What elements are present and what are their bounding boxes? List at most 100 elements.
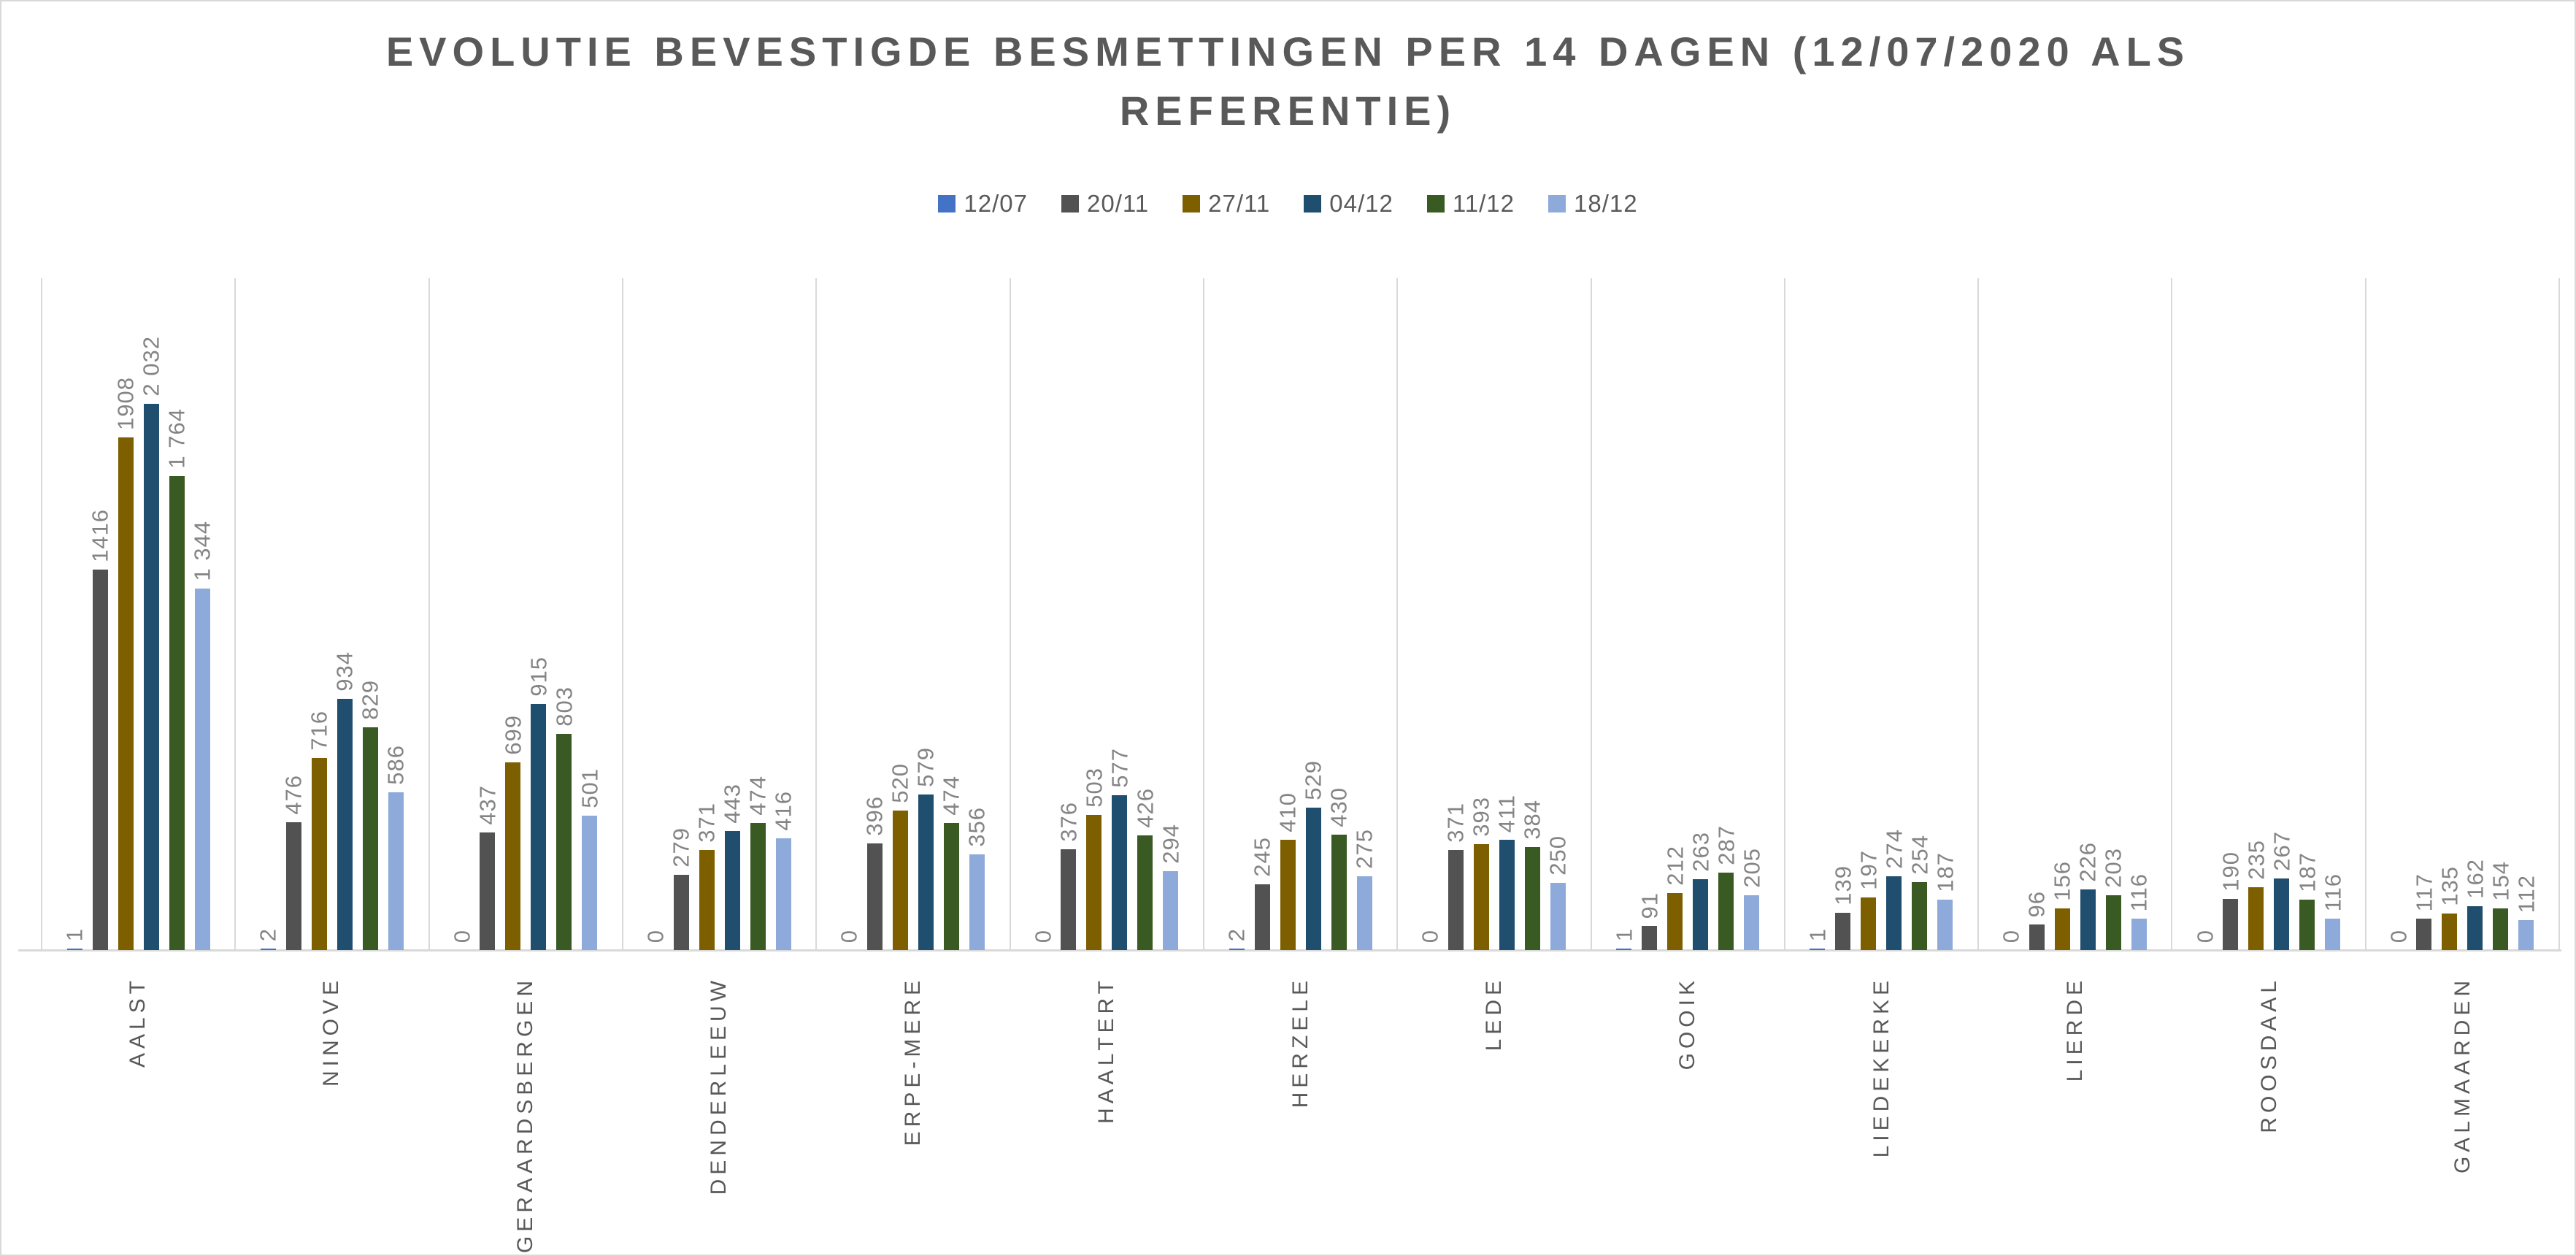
category-label-ninove: NINOVE	[319, 976, 344, 1087]
bar-fill	[2299, 900, 2315, 950]
category-axis: AALST NINOVE GERAARDSBERGEN DENDERLEEUW ERPE…	[41, 976, 2560, 1253]
bar-value-label: 226	[2075, 842, 2101, 882]
category-group-herzele: 2 245 410 529 430 275	[1202, 278, 1396, 950]
bar-value-label: 156	[2049, 861, 2075, 901]
bar-fill	[1163, 871, 1179, 950]
category-label-roosdaal: ROOSDAAL	[2256, 976, 2281, 1133]
bars-row: 0 96 156 226 203 116	[1979, 842, 2171, 950]
bar-04-12-herzele: 529	[1301, 760, 1326, 950]
bars-row: 0 376 503 577 426 294	[1011, 748, 1203, 950]
category-group-geraardsbergen: 0 437 699 915 803 501	[428, 278, 622, 950]
bar-value-label: 443	[719, 784, 745, 824]
bar-value-label: 356	[964, 807, 990, 847]
bar-value-label: 0	[449, 929, 475, 943]
bar-fill	[260, 949, 276, 950]
bar-value-label: 476	[280, 775, 307, 815]
chart-title: EVOLUTIE BEVESTIGDE BESMETTINGEN PER 14 …	[157, 22, 2420, 140]
bar-fill	[866, 843, 883, 950]
category-cell: LIEDEKERKE	[1785, 976, 1978, 1157]
bar-27-11-lede: 393	[1469, 797, 1494, 950]
category-cell: GALMAARDEN	[2367, 976, 2560, 1173]
bar-11-12-lierde: 203	[2101, 848, 2126, 950]
bar-11-12-geraardsbergen: 803	[551, 686, 577, 950]
bar-18-12-lierde: 116	[2126, 873, 2152, 950]
category-label-gooik: GOOIK	[1675, 976, 1700, 1071]
bar-value-label: 117	[2411, 873, 2437, 911]
bar-value-label: 274	[1881, 829, 1907, 869]
bar-fill	[2223, 899, 2239, 950]
bars-row: 0 371 393 411 384 250	[1398, 794, 1590, 950]
bars-row: 1 139 197 274 254 187	[1785, 829, 1977, 950]
category-cell: ROOSDAAL	[2172, 976, 2366, 1133]
bar-value-label: 2	[1223, 927, 1250, 941]
bar-fill	[194, 589, 210, 950]
bar-value-label: 2	[255, 927, 281, 941]
bar-value-label: 250	[1545, 835, 1571, 876]
plot-area: 1 1416 1908 2 032 1 764 1 344 2 476 716 934 829 586…	[41, 278, 2561, 950]
bar-11-12-ninove: 829	[358, 680, 383, 950]
bar-fill	[1086, 815, 1102, 950]
bar-fill	[943, 823, 959, 950]
bar-value-label: 410	[1274, 792, 1301, 832]
bar-value-label: 0	[1030, 929, 1056, 943]
bar-value-label: 474	[745, 776, 771, 816]
bar-fill	[1642, 926, 1658, 950]
bar-27-11-liedekerke: 197	[1856, 850, 1881, 950]
bars-row: 0 437 699 915 803 501	[430, 656, 622, 950]
bar-27-11-erpe-mere: 520	[888, 763, 913, 950]
bar-value-label: 245	[1249, 837, 1275, 877]
bar-fill	[480, 832, 496, 950]
bar-fill	[505, 762, 521, 950]
category-group-ninove: 2 476 716 934 829 586	[234, 278, 428, 950]
bar-value-label: 829	[357, 680, 383, 720]
bar-04-12-aalst: 2 032	[139, 336, 164, 950]
bar-fill	[311, 758, 327, 950]
bar-11-12-herzele: 430	[1326, 787, 1352, 950]
bar-fill	[285, 822, 301, 950]
bar-value-label: 376	[1056, 802, 1082, 842]
bar-fill	[1937, 900, 1953, 950]
bar-fill	[2105, 895, 2121, 950]
bar-value-label: 0	[836, 929, 862, 943]
bar-value-label: 279	[668, 827, 694, 868]
bar-value-label: 426	[1132, 788, 1158, 828]
bar-fill	[1667, 893, 1683, 950]
bar-value-label: 437	[474, 785, 501, 825]
category-cell: HERZELE	[1204, 976, 1397, 1108]
bar-20-11-haaltert: 376	[1056, 802, 1081, 950]
bar-value-label: 1	[1611, 927, 1637, 941]
bar-fill	[969, 854, 985, 950]
bar-value-label: 1	[1804, 927, 1831, 941]
bar-20-11-liedekerke: 139	[1830, 865, 1856, 950]
chart-title-line-2: REFERENTIE)	[1119, 88, 1457, 134]
bar-04-12-geraardsbergen: 915	[526, 656, 551, 950]
bar-fill	[2131, 919, 2147, 950]
bar-value-label: 1 764	[164, 408, 190, 469]
bar-11-12-denderleeuw: 474	[745, 776, 771, 950]
bar-04-12-ninove: 934	[332, 651, 358, 950]
bar-11-12-lede: 384	[1520, 800, 1545, 950]
bar-fill	[1137, 835, 1153, 950]
bar-04-12-galmaarden: 162	[2462, 859, 2488, 950]
bar-fill	[1810, 949, 1826, 950]
legend-label: 18/12	[1574, 190, 1638, 217]
category-label-liedekerke: LIEDEKERKE	[1869, 976, 1893, 1158]
bar-11-12-haaltert: 426	[1132, 788, 1158, 950]
bar-fill	[1331, 835, 1347, 950]
bar-27-11-ninove: 716	[307, 711, 332, 950]
bar-value-label: 393	[1468, 797, 1494, 837]
bar-value-label: 1 344	[189, 521, 215, 581]
bar-18-12-geraardsbergen: 501	[577, 768, 602, 950]
bar-20-11-erpe-mere: 396	[862, 796, 888, 950]
bar-fill	[337, 699, 353, 950]
bar-fill	[1835, 913, 1851, 950]
bar-value-label: 503	[1081, 767, 1107, 808]
bar-value-label: 116	[2126, 873, 2152, 911]
bar-fill	[1744, 895, 1760, 950]
bar-value-label: 116	[2320, 873, 2346, 911]
bar-value-label: 205	[1739, 848, 1765, 888]
bar-value-label: 501	[577, 768, 603, 808]
bar-11-12-roosdaal: 187	[2294, 852, 2320, 950]
bar-18-12-liedekerke: 187	[1932, 852, 1958, 950]
